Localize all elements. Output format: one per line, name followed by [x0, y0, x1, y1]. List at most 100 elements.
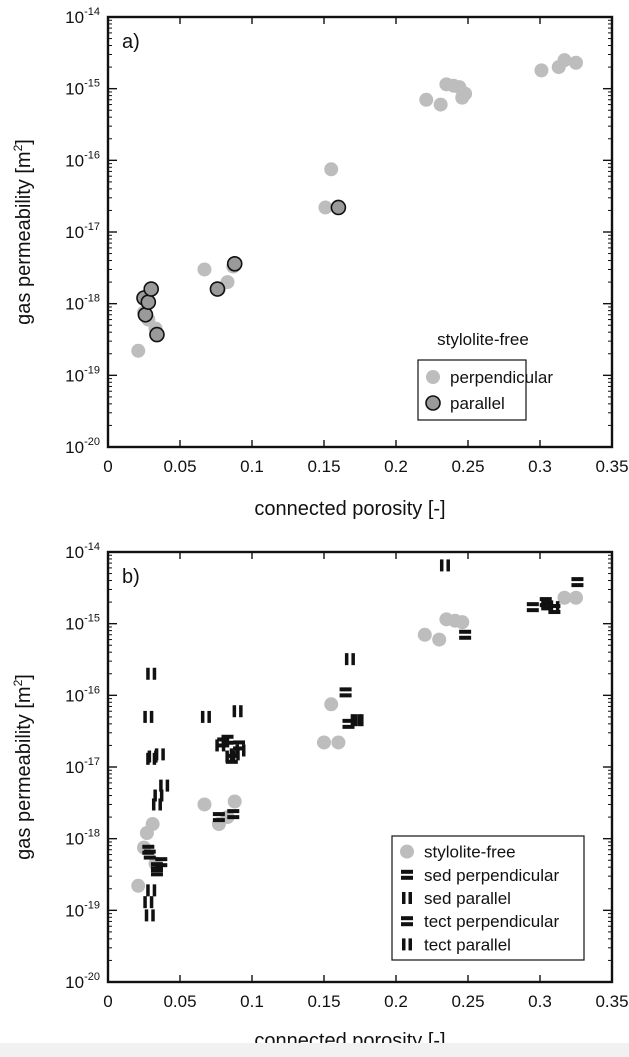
y-tick-exponent: -15: [84, 613, 100, 625]
data-point-bar-right: [151, 909, 155, 922]
data-point-bar-left: [144, 909, 149, 922]
data-point: [150, 862, 163, 873]
y-axis-label-bracket: ]: [13, 139, 35, 145]
data-point: [534, 63, 549, 78]
data-point-bar-top: [143, 849, 156, 854]
legend-marker-bar-bottom: [401, 922, 413, 927]
data-point: [432, 632, 447, 647]
x-tick-label: 0.2: [384, 457, 408, 476]
y-tick-exponent: -17: [84, 221, 100, 233]
data-point-bar-right: [158, 798, 162, 811]
legend-marker: [402, 892, 412, 904]
y-tick-label: 10-17: [65, 221, 100, 242]
data-point-bar-bottom: [571, 583, 584, 588]
data-point: [227, 794, 242, 809]
legend-marker: [400, 844, 414, 859]
data-point-bar-right: [239, 705, 243, 718]
legend-marker: [426, 370, 440, 384]
y-tick-exponent: -20: [84, 971, 100, 983]
legend-label: parallel: [450, 394, 505, 413]
x-tick-label: 0.1: [240, 457, 264, 476]
data-point: [149, 326, 165, 343]
data-point: [439, 559, 450, 572]
data-point: [324, 697, 339, 712]
data-point-bar-top: [548, 604, 561, 609]
x-tick-label: 0.35: [595, 457, 628, 476]
data-point-bar-top: [233, 740, 246, 745]
data-point-bar-left: [153, 789, 157, 802]
data-point: [458, 86, 473, 101]
y-tick-base: 10: [65, 366, 84, 385]
data-point-bar-right: [149, 710, 154, 723]
data-point-bar-right: [152, 667, 157, 680]
y-tick-label: 10-14: [65, 6, 100, 27]
data-point-bar-left: [146, 667, 150, 680]
series-stylolite-free: [131, 590, 583, 893]
data-point: [197, 797, 212, 812]
data-point-bar-left: [232, 705, 237, 718]
data-point-bar-bottom: [526, 608, 539, 613]
legend-label: sed parallel: [424, 889, 511, 908]
data-point: [221, 734, 234, 745]
y-tick-exponent: -16: [84, 684, 100, 696]
data-point-bar-left: [146, 884, 150, 897]
data-point-bar-left: [200, 710, 205, 723]
x-tick-label: 0.3: [528, 457, 552, 476]
data-point-bar-left: [353, 714, 358, 727]
legend-box: [391, 835, 585, 961]
legend-marker-bar-left: [402, 938, 406, 951]
series-perpendicular: [131, 53, 583, 358]
y-tick-label: 10-18: [65, 828, 100, 849]
data-point-bar-top: [459, 629, 472, 634]
data-point: [197, 262, 212, 277]
data-point: [143, 849, 156, 860]
x-tick-label: 0.25: [451, 992, 484, 1011]
series-parallel: [136, 199, 347, 343]
data-point-bar-bottom: [342, 724, 355, 729]
data-point: [569, 590, 583, 605]
data-point: [209, 281, 226, 297]
y-tick-base: 10: [65, 615, 84, 634]
data-point: [200, 710, 211, 723]
data-point-bar-left: [235, 744, 239, 757]
data-point: [330, 199, 347, 216]
data-point: [342, 718, 355, 729]
legend-label: sed perpendicular: [424, 866, 559, 885]
data-point: [140, 294, 157, 310]
series-sed-perpendicular: [142, 577, 584, 877]
legend-marker: [401, 869, 413, 880]
data-point-bar-top: [571, 577, 584, 582]
y-tick-base: 10: [65, 758, 84, 777]
legend-title: stylolite-free: [437, 330, 529, 349]
y-tick-base: 10: [65, 438, 84, 457]
data-point: [144, 909, 155, 922]
data-point: [339, 687, 352, 698]
y-tick-label: 10-19: [65, 364, 100, 385]
data-point: [344, 653, 355, 666]
legend-marker-bar-right: [408, 892, 412, 904]
data-point-bar-bottom: [150, 872, 163, 877]
y-tick-base: 10: [65, 973, 84, 992]
data-point-bar-top: [339, 687, 352, 692]
data-point: [131, 878, 146, 893]
legend-marker-bar-left: [402, 892, 406, 904]
panel-a-chart: 0 0.05 0.1 0.15 0.2 0.25 0.3 0.3510-1410-1510-1…: [11, 6, 629, 520]
data-point: [541, 600, 554, 611]
y-tick-base: 10: [65, 80, 84, 99]
legend-marker: [401, 916, 413, 927]
data-point: [212, 812, 225, 823]
y-tick-label: 10-20: [65, 436, 100, 457]
x-tick-label: 0.35: [595, 992, 628, 1011]
y-tick-label: 10-15: [65, 613, 100, 634]
y-tick-exponent: -19: [84, 364, 100, 376]
data-point-bar-left: [147, 750, 152, 763]
data-point-bar-left: [549, 601, 553, 614]
series-tect-perpendicular: [143, 597, 552, 873]
data-point-bar-right: [555, 601, 560, 614]
data-point: [153, 789, 164, 802]
data-point-bar-top: [212, 812, 225, 817]
y-tick-label: 10-16: [65, 684, 100, 705]
data-point: [227, 809, 240, 820]
y-tick-label: 10-17: [65, 756, 100, 777]
data-point-bar-top: [342, 718, 355, 723]
